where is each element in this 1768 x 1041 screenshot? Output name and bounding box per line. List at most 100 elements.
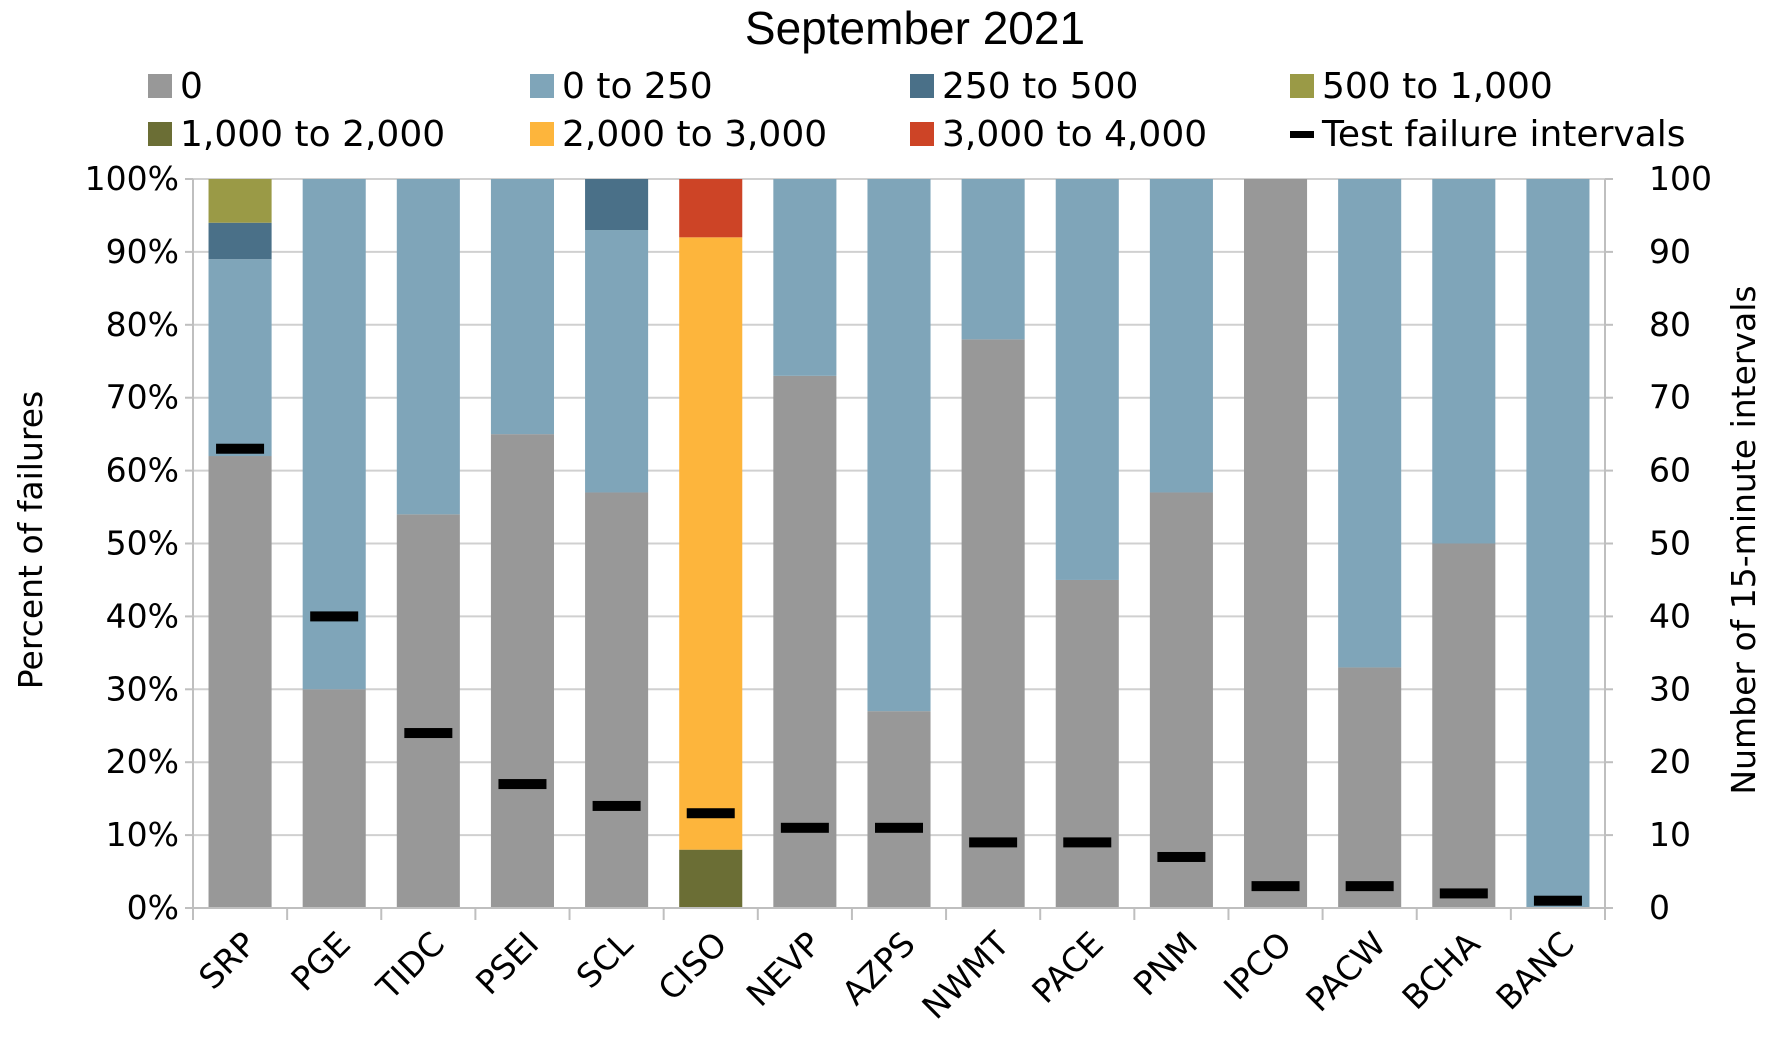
test-failure-marker (1439, 888, 1488, 899)
test-failure-marker (1533, 895, 1582, 906)
x-tick-label: NEVP (739, 924, 829, 1014)
bar-segment (679, 179, 743, 238)
bar-segment (961, 179, 1025, 340)
test-failure-marker (404, 728, 453, 739)
x-tick-label: PACE (1024, 924, 1111, 1011)
x-tick-label: BCHA (1394, 924, 1487, 1017)
legend-label: Test failure intervals (1321, 114, 1686, 155)
y2-tick-label: 0 (1649, 888, 1670, 927)
x-tick-label: CISO (650, 924, 734, 1008)
y2-tick-label: 30 (1649, 669, 1691, 708)
test-failure-marker (875, 822, 923, 833)
bar-segment (1149, 179, 1213, 493)
legend-label: 1,000 to 2,000 (180, 114, 445, 155)
x-tick-label: SCL (569, 924, 641, 996)
test-failure-marker (1251, 881, 1300, 892)
bar-segment (1055, 579, 1119, 908)
x-tick-label: PGE (283, 924, 357, 998)
y-axis-title: Percent of failures (11, 391, 50, 689)
bar-segment (961, 339, 1025, 908)
test-failure-marker (1157, 851, 1206, 862)
bar-segment (302, 179, 366, 690)
legend-label: 0 to 250 (562, 66, 713, 107)
x-tick-label: PSEI (468, 924, 546, 1002)
x-tick-label: SRP (191, 924, 264, 997)
y-tick-label: 60% (106, 451, 179, 490)
legend-swatch (910, 122, 934, 146)
bar-segment (1149, 492, 1213, 908)
test-failure-marker (1345, 881, 1394, 892)
y2-tick-label: 60 (1649, 451, 1691, 490)
y2-tick-label: 80 (1649, 305, 1691, 344)
legend-label: 500 to 1,000 (1322, 66, 1553, 107)
test-failure-marker (310, 611, 359, 622)
y2-tick-label: 90 (1649, 232, 1691, 271)
bar-segment (1338, 179, 1402, 668)
x-tick-label: AZPS (834, 924, 922, 1012)
y2-tick-label: 40 (1649, 596, 1691, 635)
test-failure-marker (1063, 837, 1112, 848)
y2-axis-title: Number of 15-minute intervals (1724, 285, 1763, 794)
test-failure-marker (780, 822, 829, 833)
y-tick-label: 30% (106, 669, 179, 708)
legend-swatch (530, 122, 554, 146)
bar-segment (1432, 543, 1496, 908)
test-failure-marker (216, 443, 265, 454)
legend-swatch (530, 74, 554, 98)
y2-tick-label: 10 (1649, 815, 1691, 854)
test-failure-marker (592, 800, 641, 811)
bar-segment (208, 222, 272, 260)
y-tick-label: 100% (85, 159, 179, 198)
bar-segment (490, 179, 555, 435)
bar-segment (1338, 667, 1402, 908)
legend-swatch (1290, 74, 1314, 98)
bar-segment (396, 514, 460, 908)
y-tick-label: 80% (106, 305, 179, 344)
bar-segment (585, 230, 649, 493)
bar-segment (302, 689, 366, 908)
test-failure-marker (969, 837, 1018, 848)
bar-segment (1055, 179, 1119, 580)
legend-swatch (910, 74, 934, 98)
chart-title: September 2021 (745, 2, 1085, 54)
legend-label: 2,000 to 3,000 (562, 114, 827, 155)
bar-segment (1526, 179, 1590, 908)
x-tick-label: PACW (1298, 924, 1393, 1019)
y2-tick-label: 50 (1649, 524, 1691, 563)
bar-segment (1243, 179, 1308, 908)
bars (208, 179, 1590, 909)
y-tick-label: 90% (106, 232, 179, 271)
test-failure-markers (216, 443, 1582, 906)
y-tick-label: 0% (127, 888, 179, 927)
bar-segment (1432, 179, 1496, 544)
bar-segment (490, 434, 555, 908)
bar-segment (208, 259, 272, 457)
legend-swatch (148, 122, 172, 146)
x-tick-label: PNM (1126, 924, 1205, 1003)
test-failure-marker (498, 779, 547, 790)
legend-marker (1290, 131, 1314, 138)
legend-swatch (148, 74, 172, 98)
legend-label: 0 (180, 66, 203, 107)
y2-tick-label: 100 (1649, 159, 1712, 198)
x-tick-label: TIDC (368, 924, 452, 1008)
y2-tick-label: 20 (1649, 742, 1691, 781)
bar-segment (585, 179, 649, 231)
x-tick-label: NWMT (914, 923, 1017, 1026)
bar-segment (396, 179, 460, 515)
bar-segment (679, 849, 743, 908)
legend-label: 3,000 to 4,000 (942, 114, 1207, 155)
y-tick-label: 40% (106, 596, 179, 635)
bar-segment (773, 375, 837, 909)
bar-segment (867, 179, 931, 712)
bar-segment (867, 711, 931, 908)
bar-segment (585, 492, 649, 908)
y-tick-label: 20% (106, 742, 179, 781)
x-tick-label: IPCO (1216, 924, 1299, 1007)
legend-label: 250 to 500 (942, 66, 1138, 107)
y-tick-label: 50% (106, 524, 179, 563)
bar-segment (208, 179, 272, 223)
y-tick-label: 10% (106, 815, 179, 854)
bar-segment (208, 456, 272, 908)
